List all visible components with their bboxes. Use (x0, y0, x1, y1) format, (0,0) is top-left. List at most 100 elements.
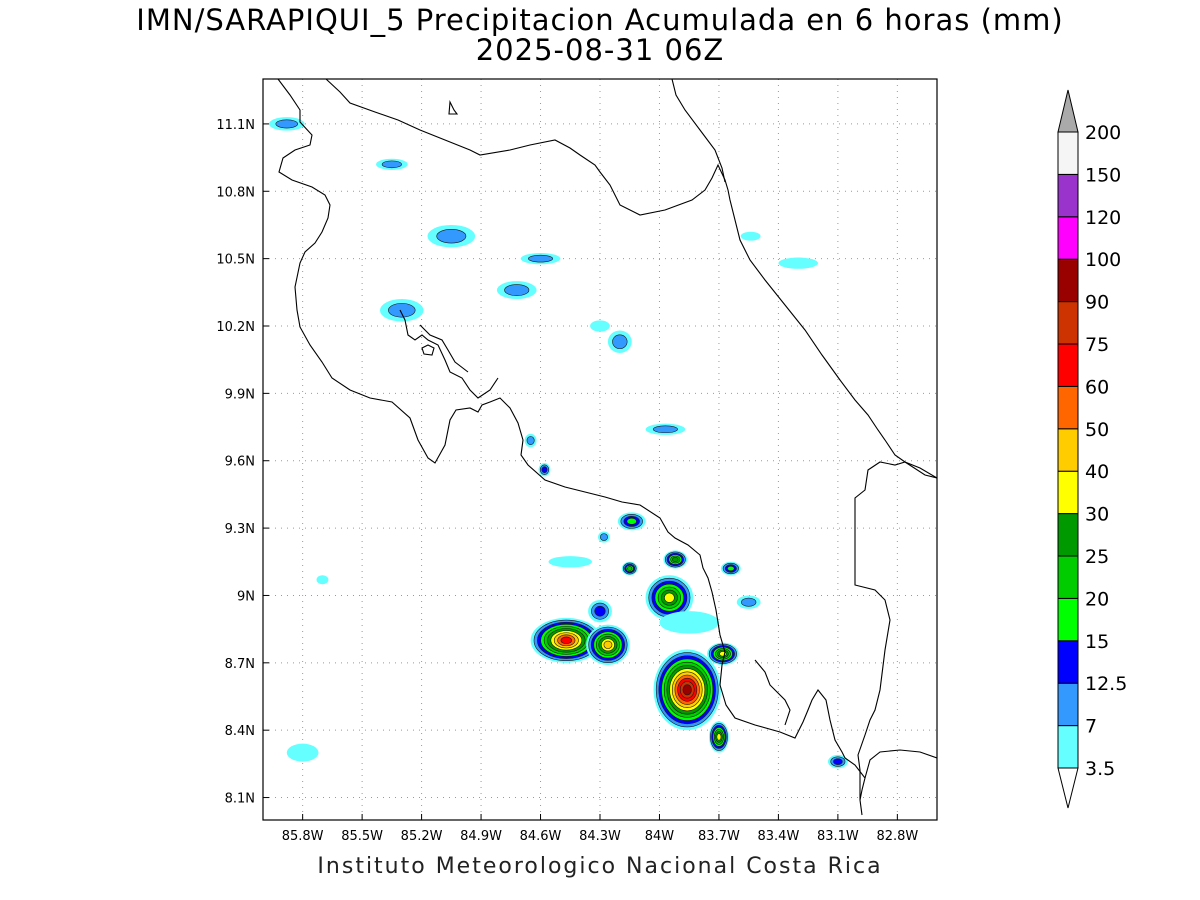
bay-inner-line (399, 309, 499, 399)
colorbar-box (1057, 555, 1079, 599)
precip-contour (381, 160, 402, 169)
precip-contour (600, 533, 608, 541)
precip-area (645, 423, 686, 435)
precip-contour (526, 436, 535, 445)
y-tick-label: 8.7N (225, 657, 255, 672)
x-tick-label: 85.5W (341, 829, 383, 844)
precip-area (607, 330, 632, 353)
precip-area (524, 433, 537, 448)
precip-area (663, 550, 688, 569)
precip-area (740, 231, 761, 241)
precip-contour (626, 517, 637, 525)
precip-contour (560, 636, 572, 645)
y-axis-ticks: 11.1N 10.8N 10.5N 10.2N 9.9N 9.6N 9.3N 9N 8.7N 8.… (216, 118, 269, 807)
x-tick-label: 85.8W (282, 829, 324, 844)
precip-contour (541, 466, 548, 474)
precip-contour (612, 334, 628, 349)
precip-area (598, 531, 610, 543)
colorbar: 3.5 7 12.5 15 20 25 30 40 50 60 75 90 100 120 150 200 (1057, 89, 1127, 809)
precip-area (268, 117, 305, 131)
pacific-coast-line (277, 79, 866, 816)
colorbar-box (1057, 173, 1079, 218)
precip-area (720, 561, 741, 576)
precip-area (375, 158, 408, 170)
precip-area (530, 617, 602, 663)
colorbar-label: 30 (1085, 504, 1109, 526)
island-outline (421, 344, 435, 356)
caribbean-coast-line (325, 79, 937, 479)
x-tick-label: 84.6W (520, 829, 562, 844)
precip-area (427, 224, 476, 248)
colorbar-label: 20 (1085, 588, 1109, 610)
colorbar-box (1057, 258, 1079, 303)
precip-contour (778, 257, 819, 269)
precip-area (736, 595, 761, 609)
y-tick-label: 9N (237, 589, 255, 604)
precip-contour (528, 254, 554, 263)
precip-area (827, 754, 848, 769)
colorbar-box (1057, 428, 1079, 472)
precip-contour (727, 565, 735, 572)
x-tick-label: 83.4W (758, 829, 800, 844)
precip-area (659, 611, 719, 634)
precip-area (653, 649, 721, 731)
x-tick-label: 83.7W (698, 829, 740, 844)
map-grid (263, 79, 937, 820)
precip-contour (682, 684, 692, 696)
lake-islet-outline (448, 99, 459, 115)
precipitation-field (268, 117, 848, 769)
colorbar-label: 100 (1085, 249, 1121, 271)
x-tick-label: 84.3W (579, 829, 621, 844)
precip-area (316, 575, 329, 585)
precip-contour (436, 228, 467, 244)
precip-area (586, 624, 630, 666)
nicoya-coast-line (419, 324, 469, 373)
chart-title: IMN/SARAPIQUI_5 Precipitacion Acumulada … (136, 3, 1064, 37)
colorbar-label: 60 (1085, 376, 1109, 398)
y-tick-label: 10.2N (216, 320, 255, 335)
colorbar-box (1057, 385, 1079, 430)
coastline (277, 79, 937, 816)
colorbar-box (1057, 343, 1079, 387)
colorbar-box (1057, 682, 1079, 727)
precip-contour (659, 611, 719, 634)
y-tick-label: 10.8N (216, 185, 255, 200)
x-tick-label: 85.2W (401, 829, 443, 844)
y-tick-label: 8.1N (225, 792, 255, 807)
colorbar-label: 7 (1085, 716, 1097, 738)
colorbar-box (1057, 216, 1079, 260)
precip-area (617, 512, 646, 531)
precip-contour (664, 592, 675, 603)
precip-area (496, 281, 537, 300)
colorbar-box (1057, 640, 1079, 684)
precip-area (588, 599, 612, 623)
x-tick-label: 83.1W (817, 829, 859, 844)
precip-contour (652, 425, 678, 434)
nicaragua-border-line (671, 79, 726, 183)
precip-area (645, 575, 694, 621)
y-tick-label: 9.9N (225, 387, 255, 402)
x-tick-label: 84.9W (460, 829, 502, 844)
colorbar-label: 50 (1085, 419, 1109, 441)
colorbar-label: 12.5 (1085, 673, 1127, 695)
y-tick-label: 9.6N (225, 455, 255, 470)
peninsula-outline (754, 659, 791, 726)
colorbar-box (1057, 513, 1079, 557)
precip-area (778, 257, 819, 269)
colorbar-upper-triangle (1057, 89, 1079, 133)
precip-contour (504, 284, 530, 296)
map-frame (262, 78, 938, 821)
x-tick-label: 84W (645, 829, 675, 844)
panama-coast-line (864, 749, 937, 779)
precip-area (286, 743, 319, 762)
precip-contour (590, 320, 610, 332)
y-tick-label: 9.3N (225, 522, 255, 537)
colorbar-label: 25 (1085, 546, 1109, 568)
precip-contour (741, 597, 757, 607)
colorbar-lower-triangle (1057, 767, 1079, 809)
colorbar-label: 120 (1085, 207, 1121, 229)
y-tick-label: 11.1N (216, 118, 255, 133)
precip-contour (716, 733, 722, 741)
precip-area (379, 299, 424, 322)
precip-area (709, 721, 729, 753)
